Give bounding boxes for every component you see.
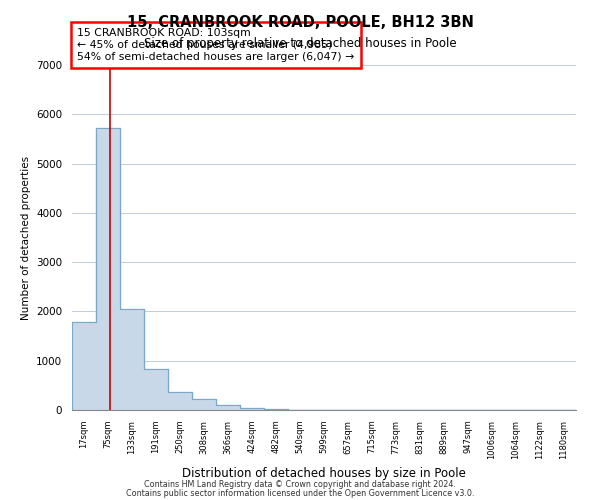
Text: 15, CRANBROOK ROAD, POOLE, BH12 3BN: 15, CRANBROOK ROAD, POOLE, BH12 3BN — [127, 15, 473, 30]
Text: 15 CRANBROOK ROAD: 103sqm
← 45% of detached houses are smaller (4,985)
54% of se: 15 CRANBROOK ROAD: 103sqm ← 45% of detac… — [77, 28, 354, 62]
Text: Contains public sector information licensed under the Open Government Licence v3: Contains public sector information licen… — [126, 488, 474, 498]
Text: Size of property relative to detached houses in Poole: Size of property relative to detached ho… — [143, 38, 457, 51]
Text: Contains HM Land Registry data © Crown copyright and database right 2024.: Contains HM Land Registry data © Crown c… — [144, 480, 456, 489]
X-axis label: Distribution of detached houses by size in Poole: Distribution of detached houses by size … — [182, 467, 466, 480]
Y-axis label: Number of detached properties: Number of detached properties — [20, 156, 31, 320]
Polygon shape — [72, 128, 576, 410]
